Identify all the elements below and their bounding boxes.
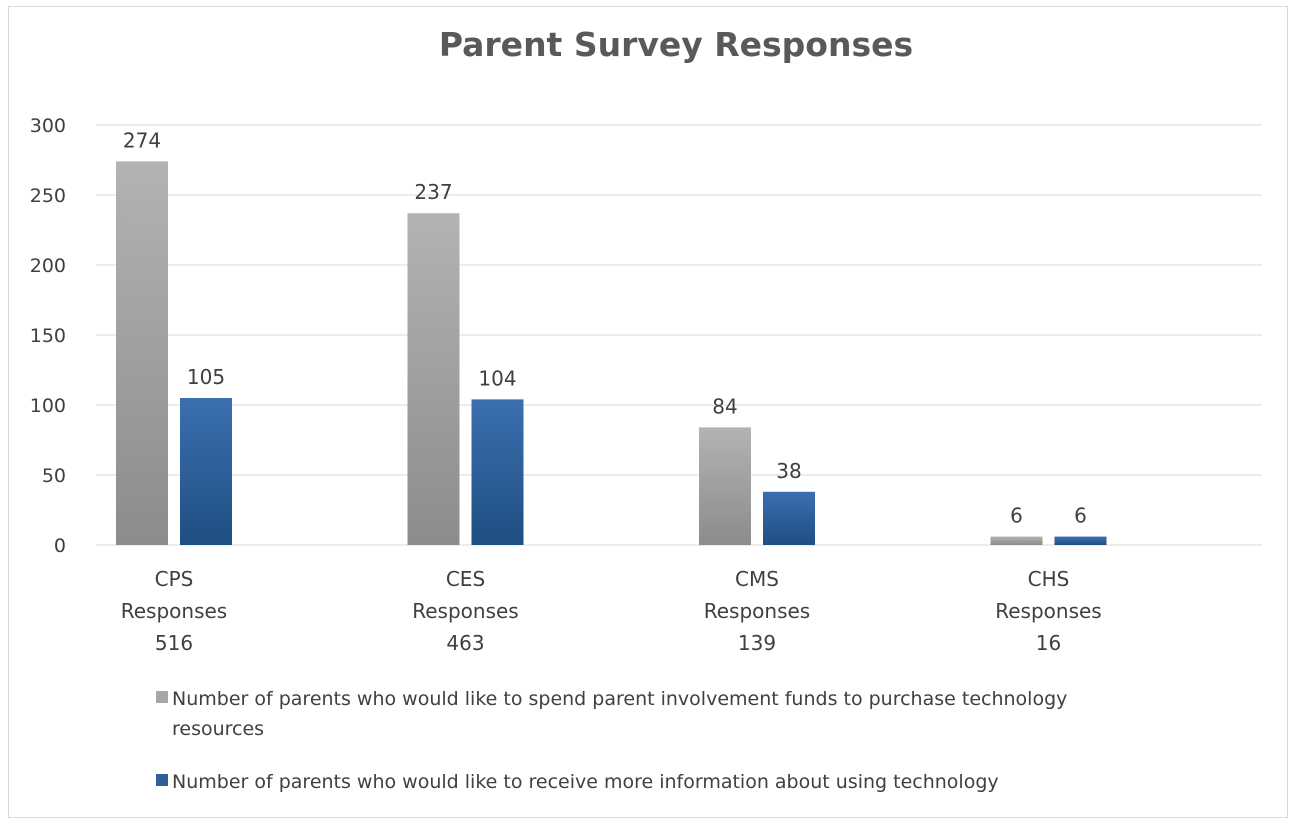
y-tick-label: 50 [42, 465, 66, 487]
data-label: 237 [414, 180, 452, 204]
bars [116, 161, 1107, 545]
legend-label: Number of parents who would like to rece… [172, 771, 999, 793]
x-category-label: CMS [735, 567, 779, 591]
x-category-label: 139 [738, 631, 776, 655]
y-tick-label: 200 [30, 255, 66, 277]
legend-label: Number of parents who would like to spen… [172, 688, 1067, 710]
y-tick-label: 300 [30, 115, 66, 137]
x-category-label: CPS [155, 567, 194, 591]
y-tick-label: 0 [54, 535, 66, 557]
legend: Number of parents who would like to spen… [156, 688, 1067, 793]
data-label: 84 [712, 394, 737, 418]
data-label: 105 [187, 365, 225, 389]
bar-series-2 [1054, 536, 1107, 545]
data-label: 274 [123, 128, 161, 152]
bar-series-1 [116, 161, 168, 545]
x-category-label: 16 [1036, 631, 1061, 655]
bar-series-2 [471, 399, 524, 545]
legend-label: resources [172, 718, 264, 740]
x-category-label: CES [446, 567, 485, 591]
x-category-label: Responses [995, 599, 1101, 623]
legend-swatch [156, 691, 168, 703]
x-category-label: Responses [412, 599, 518, 623]
bar-series-2 [763, 491, 815, 545]
legend-swatch [156, 774, 168, 786]
y-tick-label: 150 [30, 325, 66, 347]
data-label: 6 [1074, 504, 1087, 528]
x-category-label: Responses [121, 599, 227, 623]
x-category-label: Responses [704, 599, 810, 623]
y-axis-tick-labels: 0 50 100 150 200 250 300 [30, 115, 66, 557]
x-category-label: 516 [155, 631, 193, 655]
x-category-label: CHS [1028, 567, 1070, 591]
y-tick-label: 100 [30, 395, 66, 417]
chart-title: Parent Survey Responses [439, 25, 913, 64]
x-axis-category-labels: CPS Responses 516 CES Responses 463 CMS Respons… [121, 567, 1102, 655]
x-category-label: 463 [446, 631, 484, 655]
bar-series-2 [180, 398, 232, 545]
data-label: 38 [776, 459, 801, 483]
data-labels: 274 105 237 104 84 38 6 6 [123, 128, 1087, 527]
gridlines [96, 124, 1262, 546]
data-label: 104 [478, 366, 516, 390]
data-label: 6 [1010, 504, 1023, 528]
y-tick-label: 250 [30, 185, 66, 207]
bar-series-1 [990, 536, 1043, 545]
bar-series-1 [407, 213, 460, 545]
bar-series-1 [699, 427, 751, 545]
